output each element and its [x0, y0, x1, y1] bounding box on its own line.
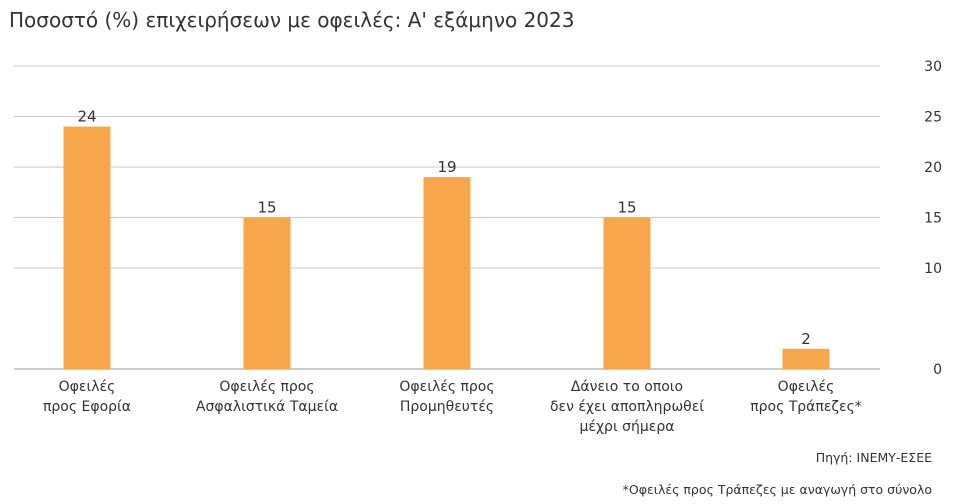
bar: [423, 177, 471, 369]
y-tick-label: 15: [924, 211, 942, 227]
data-label: 15: [257, 199, 276, 217]
bar: [782, 348, 830, 369]
x-tick-label: δεν έχει αποπληρωθεί: [550, 399, 704, 415]
x-tick-label: Δάνειο το οποιο: [571, 379, 683, 395]
source-note: Πηγή: ΙΝΕΜΥ-ΕΣΕΕ: [815, 450, 932, 465]
x-tick-label: προς Εφορία: [43, 399, 131, 415]
y-tick-label: 30: [924, 59, 942, 75]
y-tick-label: 25: [924, 110, 942, 126]
x-tick-label: Οφειλές προς: [399, 379, 494, 395]
bar: [603, 217, 651, 369]
data-label: 19: [437, 158, 456, 176]
y-tick-label: 20: [924, 160, 942, 176]
data-labels: 24 15 19 15 2: [77, 108, 810, 348]
x-tick-label: Οφειλές προς: [219, 379, 314, 395]
x-tick-label: Προμηθευτές: [400, 399, 494, 415]
x-axis-labels: Οφειλές προς Εφορία Οφειλές προς Ασφαλιστικ…: [43, 379, 862, 435]
x-tick-label: Ασφαλιστικά Ταμεία: [196, 399, 338, 415]
y-tick-label: 10: [924, 261, 942, 277]
data-label: 2: [801, 330, 811, 348]
y-tick-label: 0: [933, 362, 942, 378]
data-label: 24: [77, 108, 96, 126]
x-tick-label: προς Τράπεζες*: [750, 399, 862, 415]
y-axis-ticks: 0 10 15 20 25 30: [924, 59, 942, 378]
chart-title: Ποσοστό (%) επιχειρήσεων με οφειλές: Α' …: [9, 8, 575, 32]
bar: [243, 217, 291, 369]
x-tick-label: μέχρι σήμερα: [580, 419, 675, 435]
footnote: *Οφειλές προς Τράπεζες με αναγωγή στο σύ…: [622, 482, 932, 497]
x-tick-label: Οφειλές: [59, 379, 116, 395]
bar: [63, 126, 111, 369]
bars: [63, 126, 830, 369]
x-tick-label: Οφειλές: [778, 379, 835, 395]
data-label: 15: [617, 199, 636, 217]
